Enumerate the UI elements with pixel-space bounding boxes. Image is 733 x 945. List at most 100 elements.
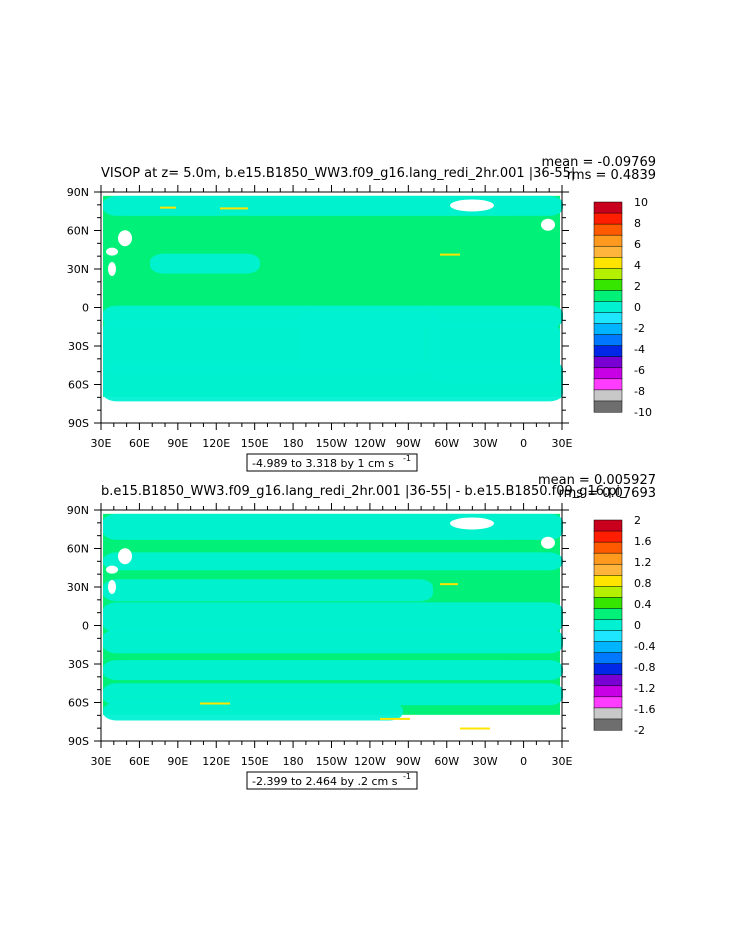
nodata-patch	[450, 199, 494, 212]
y-tick-label: 30N	[67, 581, 89, 594]
mean-stat: mean = -0.09769	[542, 155, 656, 170]
colorbar-swatch	[593, 519, 623, 532]
colorbar-label: 0.8	[634, 577, 652, 590]
colorbar-swatch	[593, 696, 623, 709]
colorbar-swatch	[593, 345, 623, 358]
colorbar-swatch	[593, 389, 623, 402]
colorbar-label: 0	[634, 619, 641, 632]
colorbar-swatch	[593, 334, 623, 347]
colorbar-swatch	[593, 268, 623, 280]
colorbar-label: 4	[634, 259, 641, 272]
x-tick-label: 60E	[129, 437, 150, 450]
x-tick-label: 0	[520, 437, 527, 450]
nodata-patch	[541, 536, 555, 549]
secondary-field	[103, 195, 563, 216]
x-tick-label: 60W	[434, 437, 459, 450]
x-tick-label: 30W	[473, 755, 498, 768]
secondary-field	[103, 579, 433, 602]
y-tick-label: 90S	[68, 735, 89, 748]
map-panel-1: VISOP at z= 5.0m, b.e15.B1850_WW3.f09_g1…	[67, 155, 656, 472]
x-tick-label: 90W	[396, 437, 421, 450]
x-tick-label: 30E	[552, 437, 573, 450]
secondary-field	[103, 602, 563, 633]
colorbar-label: 10	[634, 196, 648, 209]
secondary-field	[103, 660, 563, 681]
colorbar-label: 2	[634, 280, 641, 293]
colorbar-swatch	[593, 212, 623, 225]
colorbar-swatch	[593, 552, 623, 565]
secondary-field	[103, 513, 563, 540]
y-tick-label: 30S	[68, 340, 89, 353]
secondary-field	[103, 629, 563, 654]
nodata-patch	[106, 247, 118, 256]
colorbar-swatch	[593, 234, 623, 247]
secondary-field	[430, 322, 560, 383]
field-streak	[440, 253, 460, 256]
x-tick-label: 30W	[473, 437, 498, 450]
colorbar-swatch	[593, 641, 623, 654]
nodata-patch	[118, 548, 132, 565]
colorbar-swatch	[593, 257, 623, 269]
colorbar-label: -2	[634, 322, 645, 335]
colorbar-swatch	[593, 563, 623, 576]
colorbar-swatch	[593, 279, 623, 291]
rms-stat: rms = 0.4839	[567, 168, 656, 183]
y-tick-label: 90S	[68, 417, 89, 430]
colorbar-swatch	[593, 245, 623, 258]
nodata-patch	[106, 565, 118, 574]
range-label: -4.989 to 3.318 by 1 cm s	[252, 457, 394, 470]
colorbar-swatch	[593, 290, 623, 303]
range-label-exponent: -1	[403, 772, 411, 781]
colorbar-swatch	[593, 652, 623, 665]
y-tick-label: 60N	[67, 543, 89, 556]
y-tick-label: 0	[82, 620, 89, 633]
colorbar-swatch	[593, 630, 623, 643]
colorbar-label: -4	[634, 343, 645, 356]
y-tick-label: 30S	[68, 658, 89, 671]
field-streak	[160, 206, 176, 209]
colorbar-label: -8	[634, 385, 645, 398]
range-label-box	[246, 771, 418, 790]
colorbar-label: -2	[634, 724, 645, 737]
x-tick-label: 30E	[91, 755, 112, 768]
colorbar-swatch	[593, 530, 623, 543]
x-tick-label: 120W	[354, 755, 386, 768]
colorbar-label: 2	[634, 514, 641, 527]
x-tick-label: 150W	[316, 437, 348, 450]
panel-title: b.e15.B1850_WW3.f09_g16.lang_redi_2hr.00…	[101, 484, 627, 499]
colorbar-swatch	[593, 356, 623, 369]
colorbar-label: 0.4	[634, 598, 652, 611]
x-tick-label: 120W	[354, 437, 386, 450]
mean-stat: mean = 0.005927	[538, 473, 656, 488]
x-tick-label: 30E	[552, 755, 573, 768]
colorbar-swatch	[593, 575, 623, 587]
range-label-exponent: -1	[403, 454, 411, 463]
colorbar-label: 6	[634, 238, 641, 251]
x-tick-label: 180	[283, 755, 304, 768]
secondary-field	[103, 702, 403, 721]
map-panel-2: b.e15.B1850_WW3.f09_g16.lang_redi_2hr.00…	[67, 473, 656, 790]
colorbar-swatch	[593, 378, 623, 391]
y-tick-label: 60S	[68, 697, 89, 710]
colorbar-swatch	[593, 201, 623, 214]
colorbar-label: -0.4	[634, 640, 655, 653]
colorbar-swatch	[593, 608, 623, 621]
y-tick-label: 30N	[67, 263, 89, 276]
colorbar-label: 0	[634, 301, 641, 314]
colorbar-swatch	[593, 663, 623, 676]
colorbar-swatch	[593, 707, 623, 720]
x-tick-label: 120E	[202, 755, 230, 768]
field-streak	[460, 727, 490, 730]
x-tick-label: 150W	[316, 755, 348, 768]
x-tick-label: 150E	[241, 437, 269, 450]
colorbar-swatch	[593, 367, 623, 380]
field-streak	[440, 583, 458, 586]
colorbar-label: -0.8	[634, 661, 655, 674]
secondary-field	[300, 311, 440, 372]
field-streak	[380, 717, 410, 720]
x-tick-label: 120E	[202, 437, 230, 450]
colorbar-label: -10	[634, 406, 652, 419]
y-tick-label: 60N	[67, 225, 89, 238]
colorbar-swatch	[593, 619, 623, 632]
